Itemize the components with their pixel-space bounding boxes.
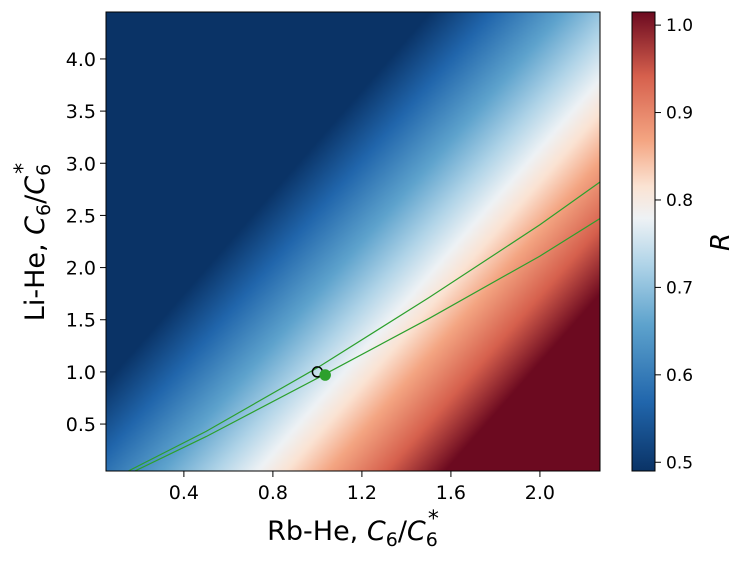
- x-axis: 0.4 0.8 1.2 1.6 2.0: [169, 471, 555, 504]
- colorbar-axis: 0.5 0.6 0.7 0.8 0.9 1.0: [655, 16, 693, 473]
- contour-line-1: [128, 181, 600, 471]
- x-tick-label: 1.2: [347, 482, 377, 504]
- colorbar-tick-label: 0.7: [666, 278, 693, 298]
- y-tick-label: 1.0: [66, 362, 96, 384]
- colorbar-tick-label: 0.9: [666, 104, 693, 124]
- markers: [311, 366, 331, 381]
- y-axis-label: Li-He, C6/C6*: [11, 163, 55, 321]
- y-tick-label: 1.5: [66, 310, 96, 332]
- contour-lines: [128, 181, 600, 471]
- colorbar-tick-label: 0.6: [666, 366, 693, 386]
- colorbar-tick-label: 0.8: [666, 191, 693, 211]
- x-tick-label: 0.8: [258, 482, 288, 504]
- x-tick-label: 1.6: [436, 482, 466, 504]
- fit-point: [319, 369, 331, 381]
- heatmap-image: [106, 12, 600, 471]
- y-tick-label: 4.0: [66, 49, 96, 71]
- colorbar-tick-label: 0.5: [666, 453, 693, 473]
- x-tick-label: 2.0: [525, 482, 555, 504]
- y-tick-label: 0.5: [66, 414, 96, 436]
- colorbar: [631, 11, 656, 472]
- y-axis: 0.5 1.0 1.5 2.0 2.5 3.0 3.5 4.0: [66, 49, 106, 436]
- y-tick-label: 3.0: [66, 153, 96, 175]
- y-tick-label: 3.5: [66, 101, 96, 123]
- contour-line-2: [134, 217, 600, 471]
- y-tick-label: 2.5: [66, 205, 96, 227]
- y-tick-label: 2.0: [66, 258, 96, 280]
- colorbar-label: R: [706, 233, 736, 251]
- plot-frame: [105, 11, 601, 472]
- colorbar-tick-label: 1.0: [666, 16, 693, 36]
- x-tick-label: 0.4: [169, 482, 199, 504]
- x-axis-label: Rb-He, C6/C6*: [267, 507, 439, 551]
- heatmap: [106, 12, 600, 471]
